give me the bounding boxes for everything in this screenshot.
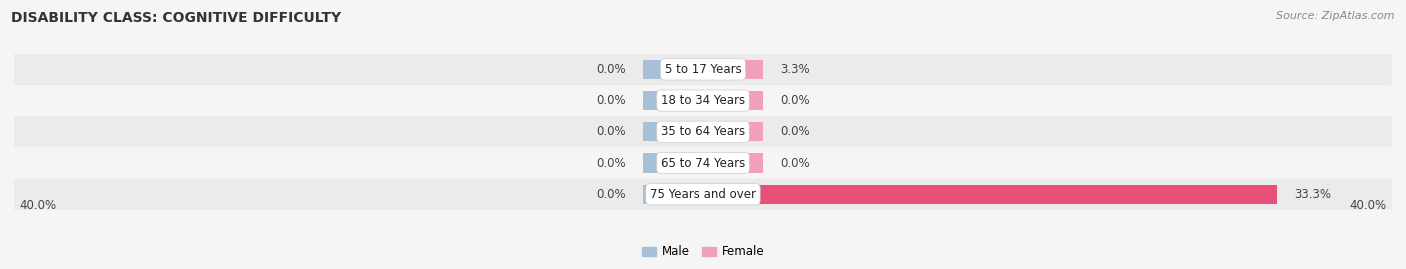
Bar [703, 185, 1277, 204]
Legend: Male, Female: Male, Female [637, 241, 769, 263]
Text: 0.0%: 0.0% [596, 63, 626, 76]
FancyBboxPatch shape [14, 147, 1392, 179]
Text: 0.0%: 0.0% [596, 157, 626, 169]
Text: 35 to 64 Years: 35 to 64 Years [661, 125, 745, 138]
FancyBboxPatch shape [14, 54, 1392, 85]
Bar [643, 153, 703, 173]
Text: 0.0%: 0.0% [596, 125, 626, 138]
Bar [703, 122, 763, 141]
Text: 40.0%: 40.0% [1350, 199, 1386, 212]
Text: 0.0%: 0.0% [780, 94, 810, 107]
Text: 3.3%: 3.3% [780, 63, 810, 76]
Text: 0.0%: 0.0% [780, 125, 810, 138]
Text: 33.3%: 33.3% [1294, 188, 1330, 201]
Bar [643, 185, 703, 204]
Bar [703, 153, 763, 173]
Bar [643, 91, 703, 110]
Text: 0.0%: 0.0% [780, 157, 810, 169]
FancyBboxPatch shape [14, 179, 1392, 210]
Text: 0.0%: 0.0% [596, 94, 626, 107]
Text: 65 to 74 Years: 65 to 74 Years [661, 157, 745, 169]
Bar [643, 122, 703, 141]
FancyBboxPatch shape [14, 85, 1392, 116]
Text: 75 Years and over: 75 Years and over [650, 188, 756, 201]
Text: 18 to 34 Years: 18 to 34 Years [661, 94, 745, 107]
Text: 5 to 17 Years: 5 to 17 Years [665, 63, 741, 76]
Bar [703, 60, 763, 79]
Bar [643, 60, 703, 79]
Text: DISABILITY CLASS: COGNITIVE DIFFICULTY: DISABILITY CLASS: COGNITIVE DIFFICULTY [11, 11, 342, 25]
Bar [703, 91, 763, 110]
Text: 40.0%: 40.0% [20, 199, 56, 212]
Text: 0.0%: 0.0% [596, 188, 626, 201]
FancyBboxPatch shape [14, 116, 1392, 147]
Text: Source: ZipAtlas.com: Source: ZipAtlas.com [1277, 11, 1395, 21]
